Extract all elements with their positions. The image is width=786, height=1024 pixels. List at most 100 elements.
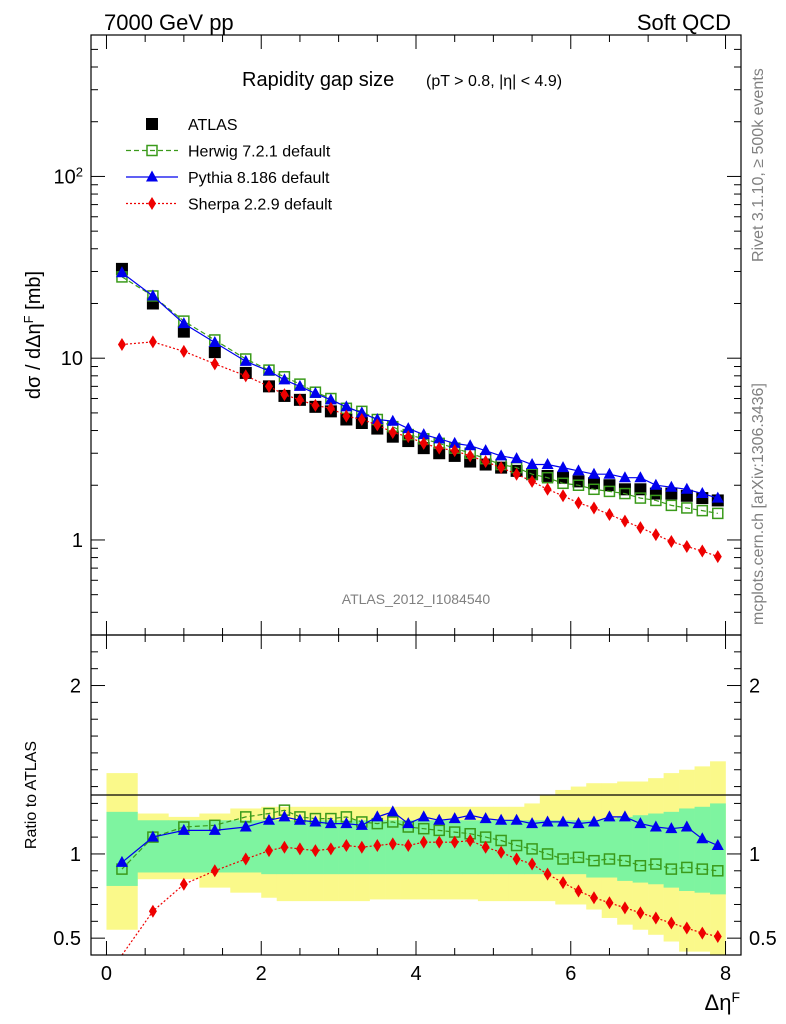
ratio-point-2-26 [589, 891, 598, 905]
legend-item-0: ATLAS [146, 117, 238, 134]
main-point-0-3 [208, 346, 221, 359]
legend-marker-2 [146, 170, 158, 182]
main-point-3-20 [497, 461, 506, 475]
ratio-point-0-32 [681, 861, 693, 874]
ratio-point-2-28 [620, 901, 629, 915]
main-point-2-28 [618, 471, 631, 483]
ratio-point-1-14 [402, 817, 415, 829]
main-point-3-1 [148, 335, 157, 349]
ratio-point-0-27 [603, 853, 616, 865]
ratio-series-1 [115, 805, 724, 867]
band-inner-18 [462, 820, 479, 875]
ratio-uncertainty-bands [106, 761, 726, 955]
main-point-2-16 [433, 432, 446, 444]
main-point-2-22 [526, 458, 539, 470]
xtick-label: 6 [565, 963, 576, 985]
ratio-point-1-29 [634, 817, 647, 829]
main-y-axis-label: dσ / dΔηF [mb] [21, 271, 46, 399]
ratio-point-1-5 [262, 813, 275, 825]
legend-marker-0 [146, 118, 158, 130]
ratio-point-0-31 [665, 863, 678, 875]
main-point-3-8 [311, 398, 320, 412]
main-point-2-20 [495, 449, 508, 461]
ratio-point-1-25 [572, 817, 585, 829]
main-point-3-33 [698, 544, 707, 558]
xlabel-base: Δη [705, 990, 732, 1015]
ratio-point-1-26 [587, 815, 600, 827]
main-point-1-29 [634, 492, 647, 504]
legend-item-3: Sherpa 2.2.9 default [126, 197, 333, 214]
main-point-2-4 [239, 354, 252, 366]
ratio-ytick-label-left: 1 [70, 844, 81, 866]
main-point-3-15 [419, 436, 428, 450]
ratio-point-0-21 [510, 839, 523, 852]
ratio-point-2-17 [450, 835, 459, 849]
main-point-3-11 [357, 412, 366, 426]
main-point-3-29 [636, 521, 645, 535]
main-point-3-23 [543, 482, 552, 496]
ratio-point-0-13 [387, 816, 399, 828]
ratio-point-1-2 [177, 823, 190, 835]
main-point-2-7 [293, 379, 306, 391]
ratio-point-2-5 [264, 844, 273, 858]
main-point-0-23 [541, 469, 554, 482]
main-point-2-5 [262, 364, 275, 376]
ratio-y-axis-label: Ratio to ATLAS [23, 741, 40, 849]
main-point-1-31 [665, 499, 678, 512]
main-point-0-27 [603, 479, 616, 492]
main-point-2-18 [464, 439, 477, 451]
ratio-point-0-28 [619, 854, 631, 867]
main-point-3-24 [559, 489, 568, 503]
main-marks [115, 262, 724, 564]
ratio-point-0-20 [495, 834, 507, 847]
legend: ATLAS Herwig 7.2.1 default Pythia 8.186 de… [126, 117, 333, 214]
ratio-point-1-11 [355, 818, 368, 830]
ratio-point-2-23 [543, 867, 552, 881]
ratio-point-2-12 [373, 839, 382, 853]
xtick-label: 0 [101, 963, 112, 985]
ratio-point-0-25 [572, 851, 585, 864]
ratio-point-2-31 [667, 916, 676, 930]
main-point-3-2 [179, 344, 188, 358]
ratio-marks [115, 804, 724, 956]
main-point-2-19 [479, 444, 492, 456]
ratio-point-2-11 [357, 840, 366, 854]
ratio-point-2-3 [210, 864, 219, 878]
main-point-3-9 [326, 401, 335, 415]
main-point-3-19 [481, 455, 490, 469]
ratio-point-1-20 [495, 813, 508, 825]
main-point-1-24 [557, 477, 569, 490]
ratio-ytick-label-left: 0.5 [53, 928, 81, 950]
main-point-2-17 [448, 436, 461, 448]
ratio-point-1-33 [696, 832, 709, 844]
ratio-point-1-10 [340, 817, 353, 829]
main-point-1-26 [588, 483, 600, 496]
main-point-3-22 [528, 474, 537, 488]
main-point-2-8 [309, 386, 322, 398]
chart-title: Rapidity gap size [242, 69, 394, 91]
main-point-2-10 [340, 400, 353, 412]
x-axis-label: ΔηF [705, 989, 741, 1015]
main-point-0-2 [177, 325, 190, 338]
ratio-point-2-20 [497, 845, 506, 859]
band-inner-24 [555, 820, 572, 875]
main-point-2-6 [278, 373, 291, 385]
main-point-1-33 [696, 504, 709, 517]
ratio-point-1-22 [526, 817, 539, 829]
header-right: Soft QCD [637, 10, 731, 35]
ratio-point-1-18 [464, 808, 477, 820]
ratio-point-1-4 [239, 820, 252, 832]
xtick-label: 8 [720, 963, 731, 985]
main-series-line-2 [121, 272, 718, 499]
main-point-2-27 [603, 467, 616, 479]
main-point-2-32 [680, 482, 693, 494]
ratio-series-line-0 [121, 809, 718, 872]
ratio-point-1-17 [448, 812, 461, 824]
main-point-3-14 [404, 430, 413, 444]
band-inner-28 [617, 816, 633, 881]
main-point-2-2 [177, 317, 190, 329]
ratio-point-1-15 [417, 810, 430, 822]
ratio-point-0-15 [417, 822, 430, 835]
ratio-point-1-19 [479, 812, 492, 824]
ytick-exp: 2 [76, 164, 83, 179]
